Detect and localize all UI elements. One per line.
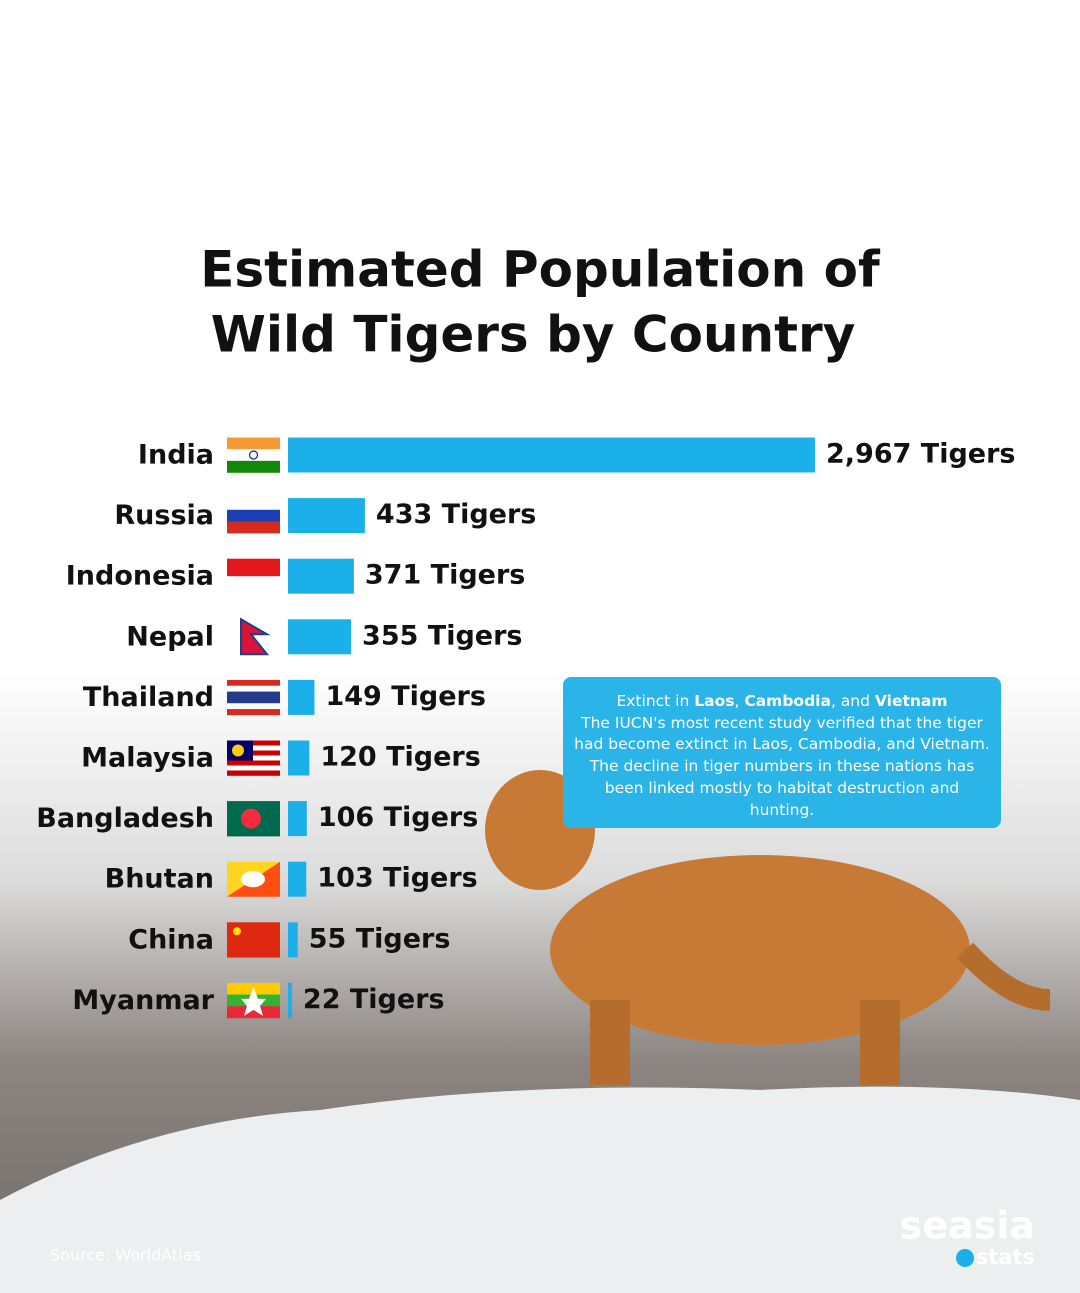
bar <box>288 740 310 776</box>
flag-stripe <box>227 498 280 511</box>
flag-stripe <box>227 460 280 473</box>
category-label: Myanmar <box>72 985 214 1016</box>
category-label: Indonesia <box>66 561 214 592</box>
flag-moon <box>232 744 244 757</box>
source: Source: WorldAtlas <box>50 1246 201 1265</box>
annotation-heading: Extinct in Laos, Cambodia, and Vietnam <box>573 691 991 713</box>
text: Extinct in <box>616 692 690 710</box>
value-label: 371 Tigers <box>365 560 525 591</box>
flag-stripe <box>227 449 280 462</box>
flag-stripe <box>227 558 280 577</box>
category-label: Thailand <box>83 682 214 713</box>
snow-hill <box>0 1086 1080 1293</box>
flag-stripe <box>227 1006 280 1019</box>
value-label: 2,967 Tigers <box>826 439 1016 470</box>
flag <box>227 498 280 534</box>
text: Cambodia <box>744 692 831 710</box>
text: , and <box>830 692 870 710</box>
brand-sub: stats <box>976 1245 1035 1269</box>
text: Vietnam <box>874 692 948 710</box>
category-label: Malaysia <box>81 743 214 774</box>
tiger-tail <box>956 942 1051 1011</box>
flag-stripe <box>227 697 280 704</box>
tiger-leg <box>860 1000 900 1085</box>
category-label: Bhutan <box>105 864 214 895</box>
flag-stripe <box>227 509 280 522</box>
bar <box>288 437 815 473</box>
bar <box>288 801 307 837</box>
value-label: 106 Tigers <box>318 802 478 833</box>
flag <box>227 740 280 776</box>
bar <box>288 498 365 534</box>
flag-stripe <box>227 437 280 450</box>
chart-title: Wild Tigers by Country <box>211 306 856 364</box>
flag-star <box>233 927 241 936</box>
flag-stripe <box>227 750 280 756</box>
value-label: 149 Tigers <box>325 681 485 712</box>
flag <box>227 982 280 1019</box>
flag <box>227 801 280 837</box>
flag-stripe <box>227 922 280 958</box>
value-label: 55 Tigers <box>309 923 451 954</box>
bar <box>288 861 307 897</box>
tiger-body <box>550 855 970 1045</box>
category-label: Bangladesh <box>36 803 214 834</box>
flag-stripe <box>227 685 280 692</box>
flag <box>227 437 280 473</box>
flag <box>227 558 280 594</box>
flag-stripe <box>227 740 280 746</box>
brand-name: seasia <box>900 1204 1035 1248</box>
bar <box>288 922 298 958</box>
value-label: 22 Tigers <box>303 984 445 1015</box>
bar <box>288 558 354 594</box>
flag-star <box>241 986 266 1016</box>
annotation-body: The IUCN's most recent study verified th… <box>574 713 990 819</box>
category-label: Russia <box>114 500 214 531</box>
flag-stripe <box>227 745 280 751</box>
flag <box>227 922 280 958</box>
flag-stripe <box>227 760 280 766</box>
flag-disc <box>241 808 261 829</box>
flag-wheel <box>248 450 259 460</box>
bar <box>288 679 315 715</box>
category-label: China <box>128 924 214 955</box>
flag-stripe <box>227 770 280 776</box>
text: Laos <box>694 692 735 710</box>
tiger-leg <box>590 1000 630 1085</box>
flag-stripe <box>227 576 280 594</box>
text: , <box>734 692 740 710</box>
flag <box>227 679 280 716</box>
value-label: 103 Tigers <box>317 863 477 894</box>
tiger <box>485 770 1051 1085</box>
flag-dragon <box>241 871 265 888</box>
brand-icon <box>956 1249 974 1267</box>
annotation-box: Extinct in Laos, Cambodia, and Vietnam T… <box>563 677 1001 828</box>
flag-stripe <box>227 703 280 710</box>
flag-stripe <box>227 691 280 698</box>
flag-stripe <box>227 709 280 716</box>
flag-stripe <box>227 755 280 761</box>
category-label: India <box>138 440 214 471</box>
value-label: 433 Tigers <box>376 499 536 530</box>
value-label: 120 Tigers <box>320 742 480 773</box>
chart-title: Estimated Population of <box>200 241 881 299</box>
category-label: Nepal <box>126 621 214 652</box>
flag-shape <box>240 617 271 656</box>
bar <box>288 982 292 1018</box>
flag <box>227 861 280 897</box>
flag-stripe <box>227 765 280 771</box>
value-label: 355 Tigers <box>362 620 522 651</box>
flag-stripe <box>227 521 280 534</box>
bar <box>288 619 352 655</box>
flag <box>240 617 271 656</box>
flag-stripe <box>227 679 280 687</box>
